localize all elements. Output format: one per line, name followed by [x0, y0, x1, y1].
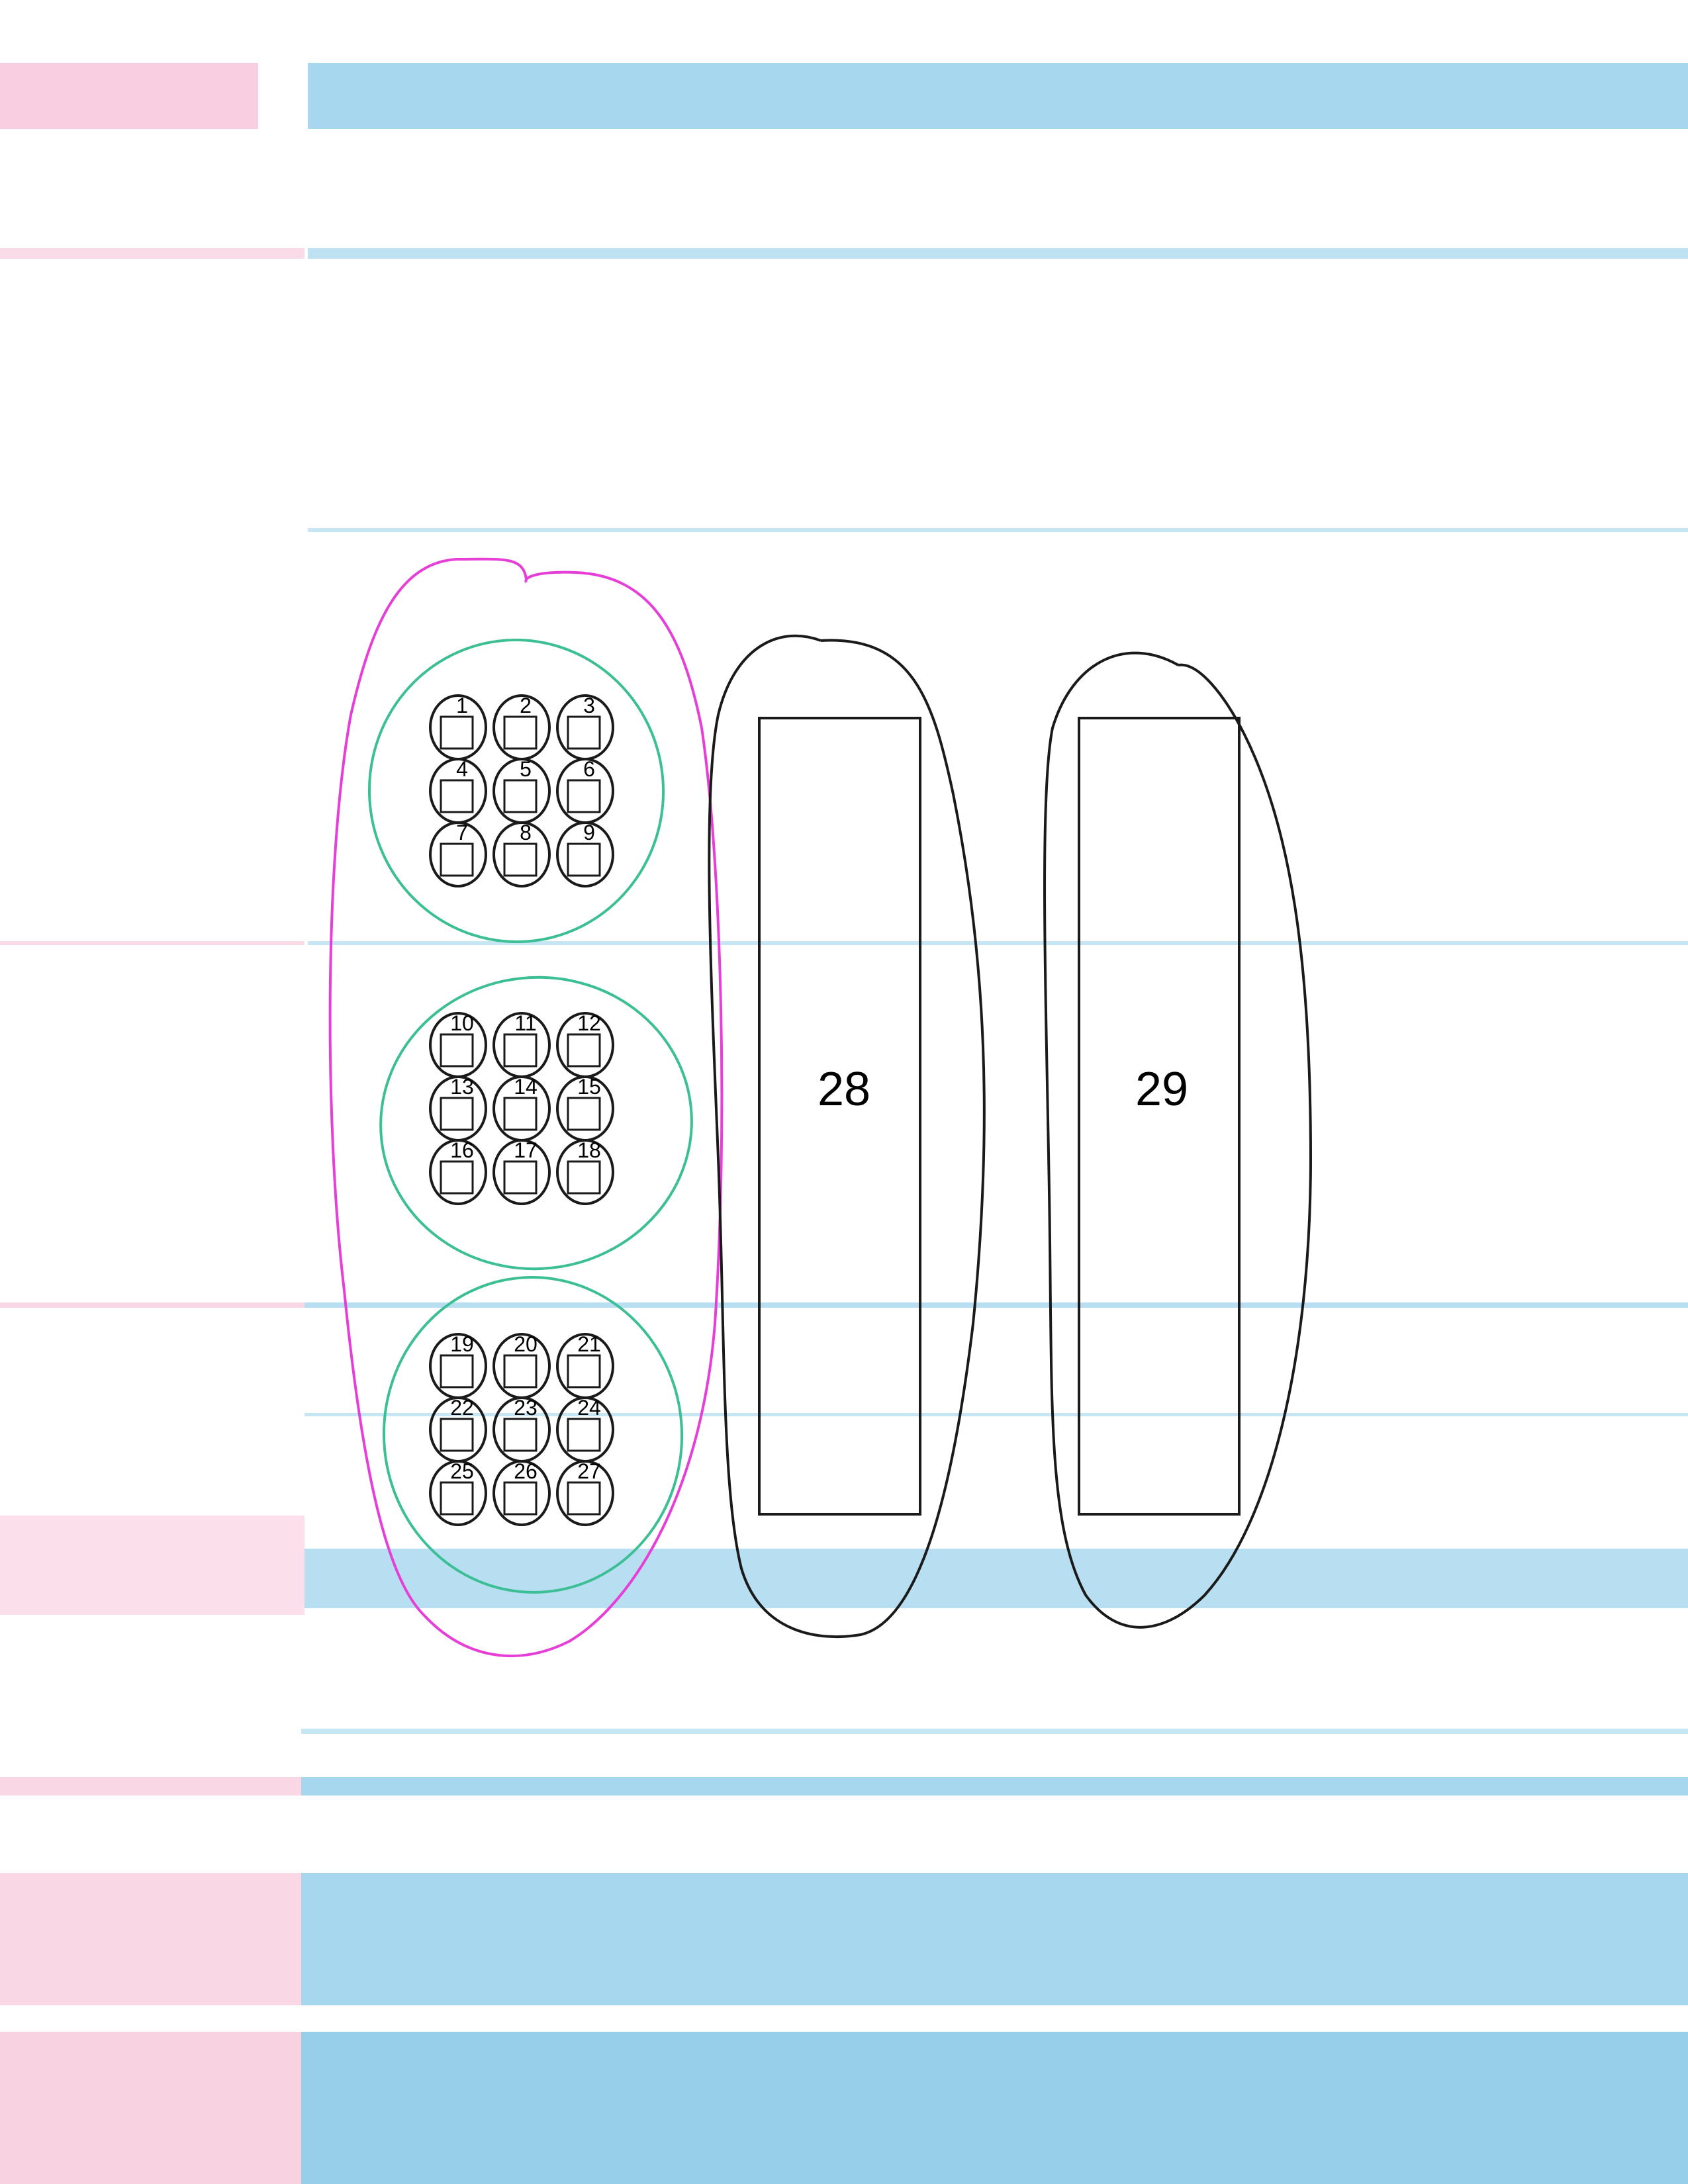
big-box-rect	[1078, 717, 1241, 1516]
item-square	[440, 1097, 474, 1131]
item-number: 16	[450, 1138, 474, 1162]
item-circle	[556, 1139, 614, 1205]
item-number: 19	[450, 1332, 474, 1356]
stripe-pink	[0, 1302, 305, 1308]
item-number: 11	[514, 1011, 536, 1035]
stripe-blue	[308, 528, 1688, 532]
big-boxes-layer: 28 29	[708, 634, 1313, 1639]
stripe-blue	[301, 1873, 1688, 2005]
stripe-pink	[0, 941, 305, 945]
item-number: 7	[456, 821, 468, 844]
item-number: 14	[514, 1075, 538, 1099]
item-number: 5	[520, 757, 532, 781]
stripe-pink	[0, 1777, 301, 1796]
stripe-pink	[0, 248, 305, 259]
item-number: 12	[577, 1011, 601, 1035]
item-square	[440, 779, 474, 813]
item-number: 25	[450, 1459, 474, 1483]
item-circle	[429, 1460, 487, 1526]
item-square	[503, 1418, 538, 1452]
item-number: 8	[520, 821, 532, 844]
group-loop	[382, 1276, 684, 1594]
item-square	[503, 1481, 538, 1516]
stripe-blue	[308, 63, 1688, 129]
big-box-loop	[1043, 651, 1313, 1629]
item-square	[440, 1418, 474, 1452]
item-circle	[429, 821, 487, 887]
stripe-blue	[308, 248, 1688, 259]
outer-magenta-loop	[328, 557, 724, 1658]
stripe-pink	[0, 63, 258, 129]
item-square	[567, 779, 601, 813]
big-box-label: 29	[1135, 1063, 1188, 1116]
item-square	[503, 1033, 538, 1068]
item-circle	[492, 821, 551, 887]
item-number: 2	[520, 694, 532, 717]
item-number: 23	[514, 1396, 538, 1420]
item-square	[440, 1160, 474, 1195]
item-square	[440, 715, 474, 750]
group-loop	[379, 976, 693, 1271]
item-number: 20	[514, 1332, 538, 1356]
item-circle	[556, 821, 614, 887]
item-number: 4	[456, 757, 468, 781]
item-circle	[492, 1139, 551, 1205]
item-number: 1	[456, 694, 468, 717]
item-circle	[556, 1460, 614, 1526]
stripe-blue	[305, 1549, 1688, 1608]
item-square	[567, 1481, 601, 1516]
item-square	[567, 1033, 601, 1068]
item-number: 22	[450, 1396, 474, 1420]
item-square	[567, 1097, 601, 1131]
item-number: 9	[583, 821, 595, 844]
item-square	[440, 842, 474, 877]
item-number: 27	[577, 1459, 601, 1483]
stripe-blue	[301, 1777, 1688, 1796]
big-box-rect	[758, 717, 921, 1516]
item-number: 26	[514, 1459, 538, 1483]
item-number: 15	[577, 1075, 601, 1099]
stripe-pink	[0, 1516, 305, 1615]
item-square	[440, 1033, 474, 1068]
item-square	[503, 715, 538, 750]
big-box-loop	[708, 634, 986, 1639]
item-square	[440, 1481, 474, 1516]
stripe-blue	[305, 1302, 1688, 1308]
item-circle	[429, 1139, 487, 1205]
stripe-pink	[0, 2032, 301, 2184]
stripe-blue	[301, 1729, 1688, 1734]
stripe-pink	[0, 1873, 301, 2005]
item-square	[503, 1354, 538, 1388]
item-number: 24	[577, 1396, 601, 1420]
stripe-blue	[308, 941, 1688, 945]
item-square	[503, 779, 538, 813]
item-number: 3	[583, 694, 595, 717]
item-number: 21	[577, 1332, 601, 1356]
item-square	[567, 1160, 601, 1195]
stripe-blue	[301, 2032, 1688, 2184]
item-number: 17	[514, 1138, 538, 1162]
item-square	[567, 1354, 601, 1388]
scan-stripes	[0, 63, 1688, 2184]
group-loop	[367, 639, 665, 943]
item-square	[503, 1097, 538, 1131]
item-square	[503, 1160, 538, 1195]
item-square	[567, 1418, 601, 1452]
item-square	[567, 715, 601, 750]
item-number: 13	[450, 1075, 474, 1099]
item-circle	[492, 1460, 551, 1526]
item-square	[567, 842, 601, 877]
stripe-blue	[305, 1413, 1688, 1416]
item-number: 10	[450, 1011, 474, 1035]
big-box-label: 28	[818, 1063, 870, 1116]
item-number: 6	[583, 757, 595, 781]
item-square	[440, 1354, 474, 1388]
item-square	[503, 842, 538, 877]
item-number: 18	[577, 1138, 601, 1162]
